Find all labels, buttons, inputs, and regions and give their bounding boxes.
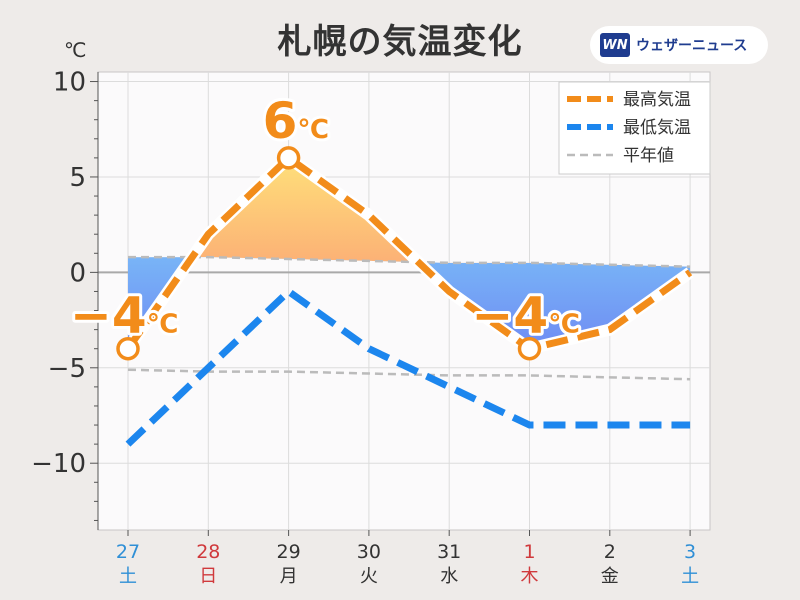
annotation-label: −4℃ (70, 287, 178, 345)
x-tick-label-date: 1 (523, 541, 535, 563)
below-normal-fill (128, 257, 691, 349)
x-tick-label-date: 3 (684, 541, 696, 563)
legend-label: 最低気温 (623, 118, 691, 138)
x-tick-label-date: 28 (196, 541, 220, 563)
x-tick-label-weekday: 日 (199, 566, 217, 587)
x-tick-label-date: 31 (437, 541, 461, 563)
x-tick-label-date: 27 (116, 541, 140, 563)
legend-label: 最高気温 (623, 90, 691, 110)
x-tick-label-weekday: 土 (681, 566, 699, 587)
y-tick-label: 0 (69, 258, 86, 288)
normal-low-line (127, 368, 691, 381)
annotation-label: 6℃ (263, 92, 329, 150)
x-tick-label-weekday: 土 (119, 566, 137, 587)
annotation-label: −4℃ (472, 287, 580, 345)
annotation-unit: ℃ (297, 115, 328, 145)
annotation-value: 6 (263, 92, 298, 150)
y-axis-unit: ℃ (64, 38, 87, 62)
x-tick-label-weekday: 金 (601, 566, 619, 587)
x-tick-label-weekday: 火 (360, 566, 378, 587)
annotation-marker (517, 336, 542, 361)
annotation-value: −4 (70, 287, 147, 345)
annotation-marker (276, 146, 301, 170)
normal-high-line (128, 255, 691, 268)
low-temp-line (125, 286, 691, 447)
y-tick-label: 5 (69, 163, 86, 193)
x-tick-label-weekday: 水 (440, 566, 458, 587)
y-tick-label: −5 (48, 354, 86, 384)
annotation-marker (116, 336, 140, 361)
weathernews-logo: WN ウェザーニュース (590, 26, 768, 64)
chart-title: 札幌の気温変化 (277, 22, 523, 62)
x-tick-label-date: 29 (277, 541, 301, 563)
legend-label: 平年値 (623, 146, 674, 166)
annotation-unit: ℃ (548, 310, 579, 340)
high-temp-line (125, 153, 693, 353)
annotation-value: −4 (472, 287, 549, 345)
y-tick-label: −10 (31, 449, 86, 479)
x-tick-label-date: 30 (357, 541, 381, 563)
y-tick-label: 10 (53, 68, 86, 98)
weathernews-logo-text: ウェザーニュース (636, 38, 748, 54)
x-tick-label-date: 2 (604, 541, 616, 563)
weathernews-logo-mark: WN (600, 33, 630, 57)
x-tick-label-weekday: 木 (521, 566, 539, 587)
annotation-unit: ℃ (147, 310, 178, 340)
legend-box (558, 81, 711, 175)
x-tick-label-weekday: 月 (280, 566, 298, 587)
